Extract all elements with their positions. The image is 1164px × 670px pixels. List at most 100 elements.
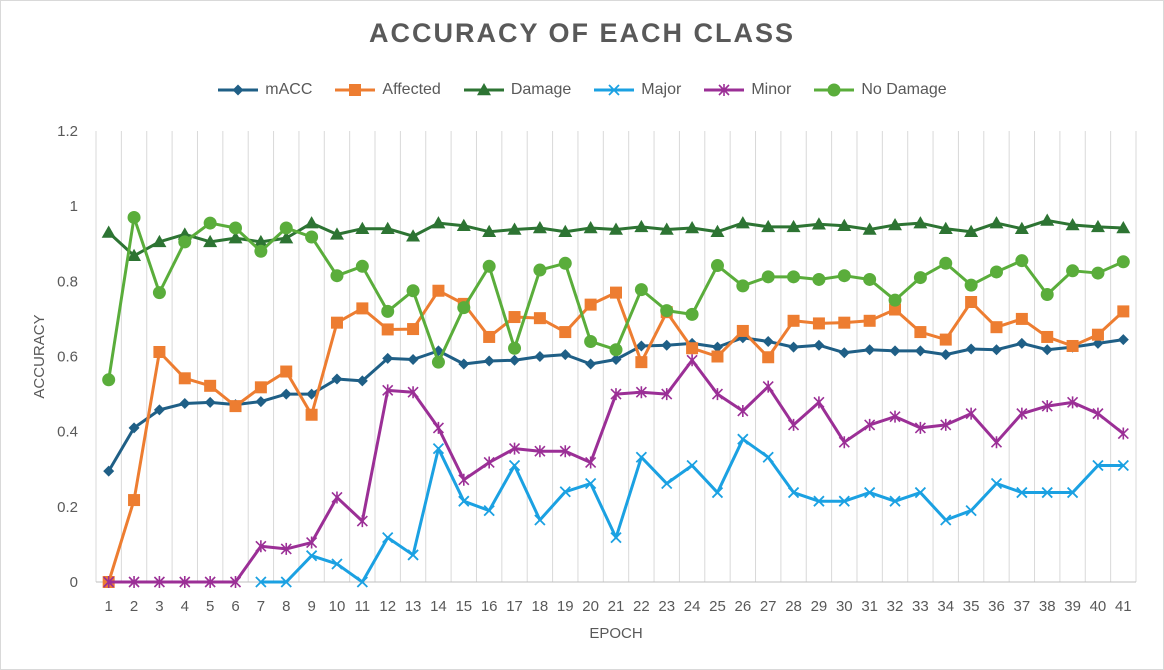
data-point-minor <box>1092 407 1104 420</box>
legend-marker <box>827 83 841 97</box>
data-point-damage <box>583 220 598 234</box>
legend-item-affected: Affected <box>334 81 441 99</box>
data-point-no-damage <box>152 286 166 300</box>
data-point-damage <box>761 219 776 233</box>
x-tick-label: 36 <box>988 598 1005 615</box>
chart-legend: mACC Affected Damage Major Minor No Damage <box>0 78 1164 102</box>
data-point-damage <box>1040 213 1055 226</box>
data-point-damage <box>456 218 471 231</box>
data-point-major <box>584 477 597 490</box>
y-tick-label: 0.6 <box>57 349 78 366</box>
data-point-damage <box>127 248 142 262</box>
data-point-minor <box>356 515 368 528</box>
legend-label: Affected <box>382 81 441 98</box>
data-point-damage <box>735 216 750 229</box>
data-point-macc <box>1117 334 1129 346</box>
x-tick-label: 4 <box>181 598 189 615</box>
data-point-affected <box>787 314 800 327</box>
data-point-minor <box>280 542 292 555</box>
data-point-macc <box>280 388 292 400</box>
data-point-minor <box>864 418 876 431</box>
x-tick-label: 37 <box>1014 598 1031 615</box>
data-point-damage <box>710 224 725 237</box>
data-point-no-damage <box>127 210 141 224</box>
data-point-no-damage <box>812 272 826 286</box>
x-tick-label: 41 <box>1115 598 1132 615</box>
data-point-damage <box>1014 221 1029 234</box>
x-tick-label: 24 <box>684 598 701 615</box>
data-point-macc <box>711 341 723 353</box>
data-point-no-damage <box>1116 255 1130 269</box>
data-point-damage <box>837 218 852 231</box>
data-point-affected <box>533 312 546 325</box>
data-point-minor <box>990 436 1003 449</box>
data-point-macc <box>103 465 115 477</box>
x-tick-label: 28 <box>785 598 802 615</box>
data-point-affected <box>508 311 521 324</box>
data-point-affected <box>178 372 191 385</box>
x-tick-label: 14 <box>430 598 447 615</box>
y-tick-label: 1 <box>70 198 78 215</box>
data-point-affected <box>635 356 648 369</box>
data-point-no-damage <box>913 271 927 285</box>
legend-item-macc: mACC <box>217 81 312 99</box>
data-point-macc <box>1016 337 1028 349</box>
y-tick-label: 0.4 <box>57 424 78 441</box>
legend-item-damage: Damage <box>463 81 571 99</box>
data-point-major <box>711 486 724 499</box>
data-point-major <box>610 532 622 544</box>
data-point-no-damage <box>761 270 775 284</box>
x-tick-label: 39 <box>1064 598 1081 615</box>
data-point-minor <box>103 576 115 588</box>
data-point-no-damage <box>330 269 344 283</box>
data-point-major <box>331 558 343 570</box>
data-point-macc <box>635 340 647 352</box>
data-point-minor <box>661 388 673 401</box>
data-point-affected <box>432 284 445 297</box>
data-point-no-damage <box>533 263 547 277</box>
data-point-minor <box>508 442 521 455</box>
data-point-macc <box>204 396 216 408</box>
data-point-affected <box>381 323 394 336</box>
data-point-damage <box>406 229 421 242</box>
data-point-major <box>864 486 876 499</box>
x-tick-label: 35 <box>963 598 980 615</box>
data-point-major <box>458 495 470 507</box>
data-point-damage <box>938 221 953 234</box>
data-point-major <box>432 442 445 455</box>
series-line-major <box>260 437 1124 584</box>
chart-title: ACCURACY OF EACH CLASS <box>368 18 796 48</box>
x-tick-label: 11 <box>355 598 371 615</box>
data-point-no-damage <box>609 343 623 357</box>
y-tick-labels: 0 0.2 0.4 0.6 0.8 1 1.2 <box>57 123 78 591</box>
data-point-minor <box>534 445 546 458</box>
data-point-macc <box>128 422 140 434</box>
data-point-damage <box>1116 220 1131 234</box>
x-tick-label: 17 <box>506 598 523 615</box>
data-point-damage <box>913 216 928 229</box>
data-point-no-damage <box>1066 264 1080 278</box>
data-point-minor <box>711 388 724 401</box>
series-minor <box>103 354 1129 588</box>
x-tick-label: 21 <box>608 598 625 615</box>
legend-marker <box>349 84 362 96</box>
grid-lines <box>95 131 1137 582</box>
data-point-minor <box>1117 427 1129 440</box>
x-tick-label: 18 <box>532 598 549 615</box>
data-point-affected <box>229 400 242 413</box>
legend-swatch-affected <box>335 84 376 96</box>
data-point-affected <box>711 350 724 363</box>
x-tick-label: 6 <box>231 598 239 615</box>
data-point-affected <box>305 408 318 421</box>
x-tick-label: 16 <box>481 598 498 615</box>
x-tick-label: 34 <box>937 598 954 615</box>
legend-label: mACC <box>265 81 313 98</box>
data-point-damage <box>862 222 877 235</box>
data-point-macc <box>382 352 394 364</box>
data-point-affected <box>356 302 369 315</box>
data-point-no-damage <box>102 373 116 387</box>
data-point-affected <box>153 345 166 358</box>
data-point-macc <box>356 375 368 387</box>
data-point-minor <box>382 384 394 397</box>
data-point-no-damage <box>355 259 369 273</box>
